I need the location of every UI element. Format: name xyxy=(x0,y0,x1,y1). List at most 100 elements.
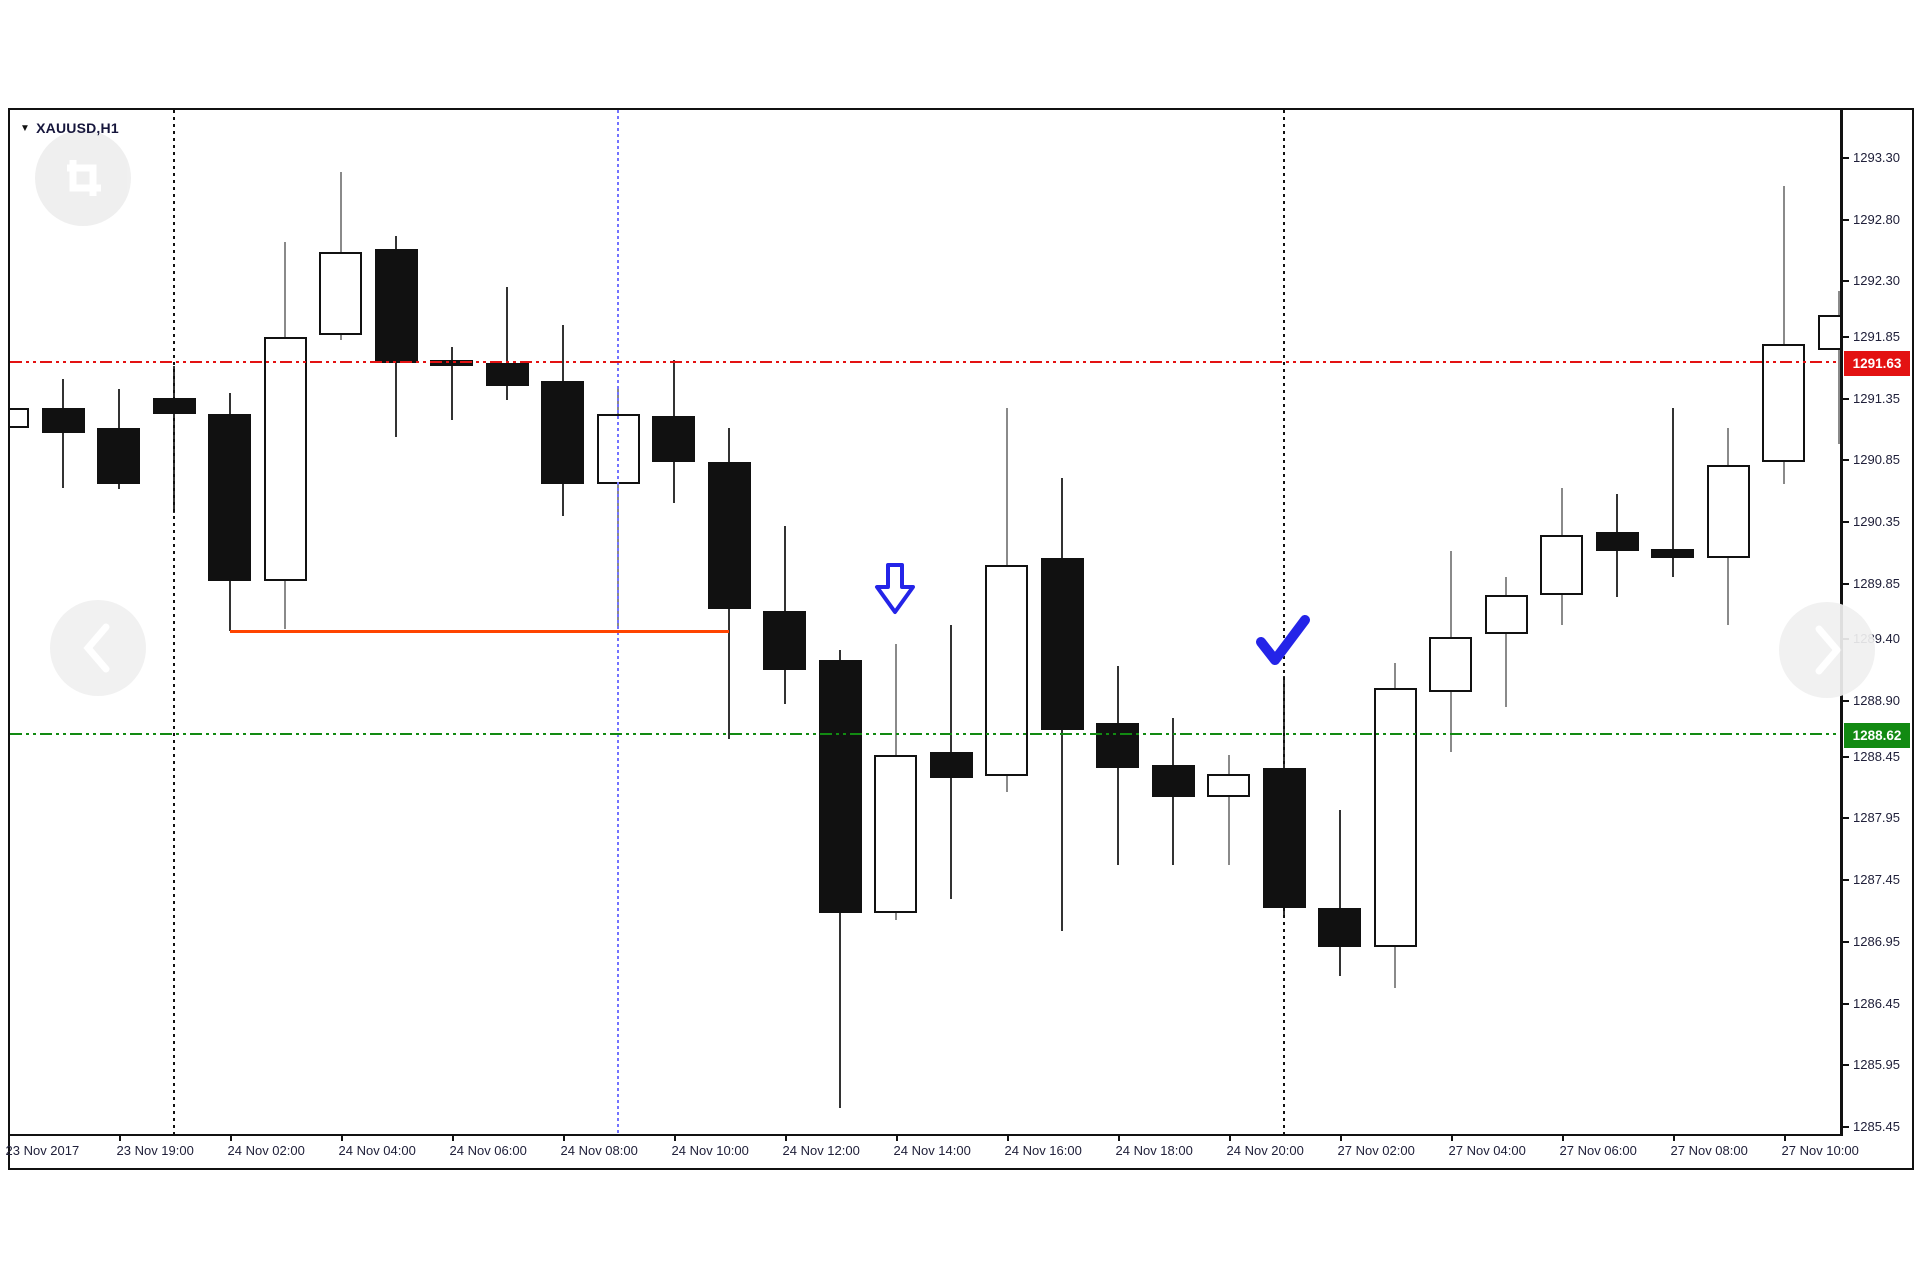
price-axis-label: 1286.45 xyxy=(1853,995,1900,1011)
time-axis-label: 24 Nov 04:00 xyxy=(338,1143,416,1158)
price-axis-label: 1285.45 xyxy=(1853,1119,1900,1134)
time-tick xyxy=(1228,1136,1231,1141)
candle-wick xyxy=(1671,407,1674,577)
price-axis-label: 1286.95 xyxy=(1853,933,1900,949)
candle-bull[interactable] xyxy=(1207,774,1250,797)
price-axis-label: 1290.85 xyxy=(1853,452,1900,468)
candle-bull[interactable] xyxy=(1540,534,1583,596)
nav-previous-button[interactable] xyxy=(50,600,146,696)
price-tick xyxy=(1843,459,1849,462)
price-axis-label: 1285.95 xyxy=(1853,1057,1900,1073)
candle-bear[interactable] xyxy=(929,752,973,779)
time-tick xyxy=(340,1136,343,1141)
vertical-line-blue-dotted[interactable] xyxy=(617,110,619,1134)
price-axis-label: 1290.35 xyxy=(1853,514,1900,530)
time-axis-label: 24 Nov 02:00 xyxy=(227,1143,305,1158)
candle-bear[interactable] xyxy=(485,363,529,386)
candle-bear[interactable] xyxy=(541,380,584,485)
time-axis-label: 24 Nov 12:00 xyxy=(782,1143,860,1158)
chevron-down-icon: ▼ xyxy=(20,122,31,134)
price-axis: 1293.30 1292.80 1292.30 1291.85 1291.35 1290.… xyxy=(1843,110,1912,1136)
time-axis-label: 27 Nov 08:00 xyxy=(1670,1143,1748,1158)
time-tick xyxy=(1339,1136,1342,1141)
time-tick xyxy=(7,1136,10,1141)
candle-bear[interactable] xyxy=(707,462,751,610)
candle-bear[interactable] xyxy=(41,407,85,433)
candle-bull[interactable] xyxy=(319,252,362,335)
plot-area[interactable]: ▼ XAUUSD,H1 xyxy=(10,110,1843,1136)
price-tick xyxy=(1843,1064,1849,1067)
time-axis-label: 27 Nov 02:00 xyxy=(1337,1143,1415,1158)
time-tick xyxy=(1117,1136,1120,1141)
price-tick xyxy=(1843,335,1849,338)
time-axis-label: 24 Nov 10:00 xyxy=(671,1143,749,1158)
time-axis-label: 27 Nov 06:00 xyxy=(1559,1143,1637,1158)
trendline[interactable] xyxy=(229,630,729,634)
checkmark-annotation-icon[interactable] xyxy=(1255,608,1311,675)
time-axis-label: 24 Nov 16:00 xyxy=(1004,1143,1082,1158)
candle-bear[interactable] xyxy=(1151,764,1195,797)
price-tick xyxy=(1843,397,1849,400)
time-tick xyxy=(562,1136,565,1141)
price-tick xyxy=(1843,1126,1849,1128)
candle-bull[interactable] xyxy=(874,754,917,913)
time-tick xyxy=(673,1136,676,1141)
vertical-line-black-dotted[interactable] xyxy=(173,110,175,1134)
time-tick xyxy=(451,1136,454,1141)
support-line[interactable] xyxy=(10,732,1840,735)
time-axis: 23 Nov 2017 23 Nov 19:00 24 Nov 02:00 24 No… xyxy=(6,1136,1912,1166)
candle-bull[interactable] xyxy=(1762,343,1805,463)
support-price-tag: 1288.62 xyxy=(1844,722,1910,748)
bid-price-tag: 1291.63 xyxy=(1844,351,1910,377)
time-axis-label: 27 Nov 10:00 xyxy=(1781,1143,1859,1158)
nav-next-button[interactable] xyxy=(1779,602,1875,698)
candle-bull[interactable] xyxy=(1706,464,1750,559)
time-axis-label: 24 Nov 20:00 xyxy=(1226,1143,1304,1158)
time-tick xyxy=(1783,1136,1786,1141)
candle-wick xyxy=(1227,754,1230,865)
arrow-down-annotation-icon[interactable] xyxy=(874,562,916,621)
time-axis-label: 27 Nov 04:00 xyxy=(1448,1143,1526,1158)
vertical-line-black-dotted[interactable] xyxy=(1283,110,1285,1134)
candle-bull[interactable] xyxy=(985,564,1028,776)
candle-bear[interactable] xyxy=(1651,548,1694,559)
candle-bear[interactable] xyxy=(374,248,418,364)
time-axis-label: 24 Nov 14:00 xyxy=(893,1143,971,1158)
symbol-timeframe-label[interactable]: ▼ XAUUSD,H1 xyxy=(20,120,119,136)
price-tick xyxy=(1843,521,1849,524)
candle-bear[interactable] xyxy=(1096,722,1139,769)
candle-bear[interactable] xyxy=(97,427,140,485)
price-tick xyxy=(1843,218,1849,221)
price-axis-label: 1288.90 xyxy=(1853,693,1900,709)
candle-wick xyxy=(506,286,508,401)
candle-bull[interactable] xyxy=(1429,637,1472,692)
candle-bull[interactable] xyxy=(1817,315,1840,350)
candle-bull[interactable] xyxy=(10,407,29,428)
time-tick xyxy=(1672,1136,1675,1141)
price-tick xyxy=(1843,157,1849,159)
candle-wick xyxy=(450,347,453,421)
price-tick xyxy=(1843,280,1849,283)
candle-bear[interactable] xyxy=(208,413,251,581)
candle-bear[interactable] xyxy=(652,416,695,463)
time-tick xyxy=(1450,1136,1453,1141)
price-axis-label: 1287.95 xyxy=(1853,810,1900,826)
candle-bull[interactable] xyxy=(1484,595,1528,634)
price-tick xyxy=(1843,582,1849,585)
candle-bull[interactable] xyxy=(1373,688,1417,948)
candle-bear[interactable] xyxy=(1595,532,1639,551)
price-axis-label: 1292.30 xyxy=(1853,273,1900,289)
candle-bear[interactable] xyxy=(818,659,862,913)
symbol-label-text: XAUUSD,H1 xyxy=(36,120,119,136)
time-axis-label: 24 Nov 18:00 xyxy=(1115,1143,1193,1158)
candle-bear[interactable] xyxy=(763,611,806,670)
candle-bull[interactable] xyxy=(263,337,307,581)
candle-wick xyxy=(62,379,64,489)
candle-bear[interactable] xyxy=(1318,907,1361,948)
candle-wick xyxy=(1338,810,1341,976)
time-tick xyxy=(784,1136,787,1141)
candle-bear[interactable] xyxy=(1040,558,1084,730)
resistance-line[interactable] xyxy=(10,361,1840,364)
candle-wick xyxy=(1782,185,1785,485)
